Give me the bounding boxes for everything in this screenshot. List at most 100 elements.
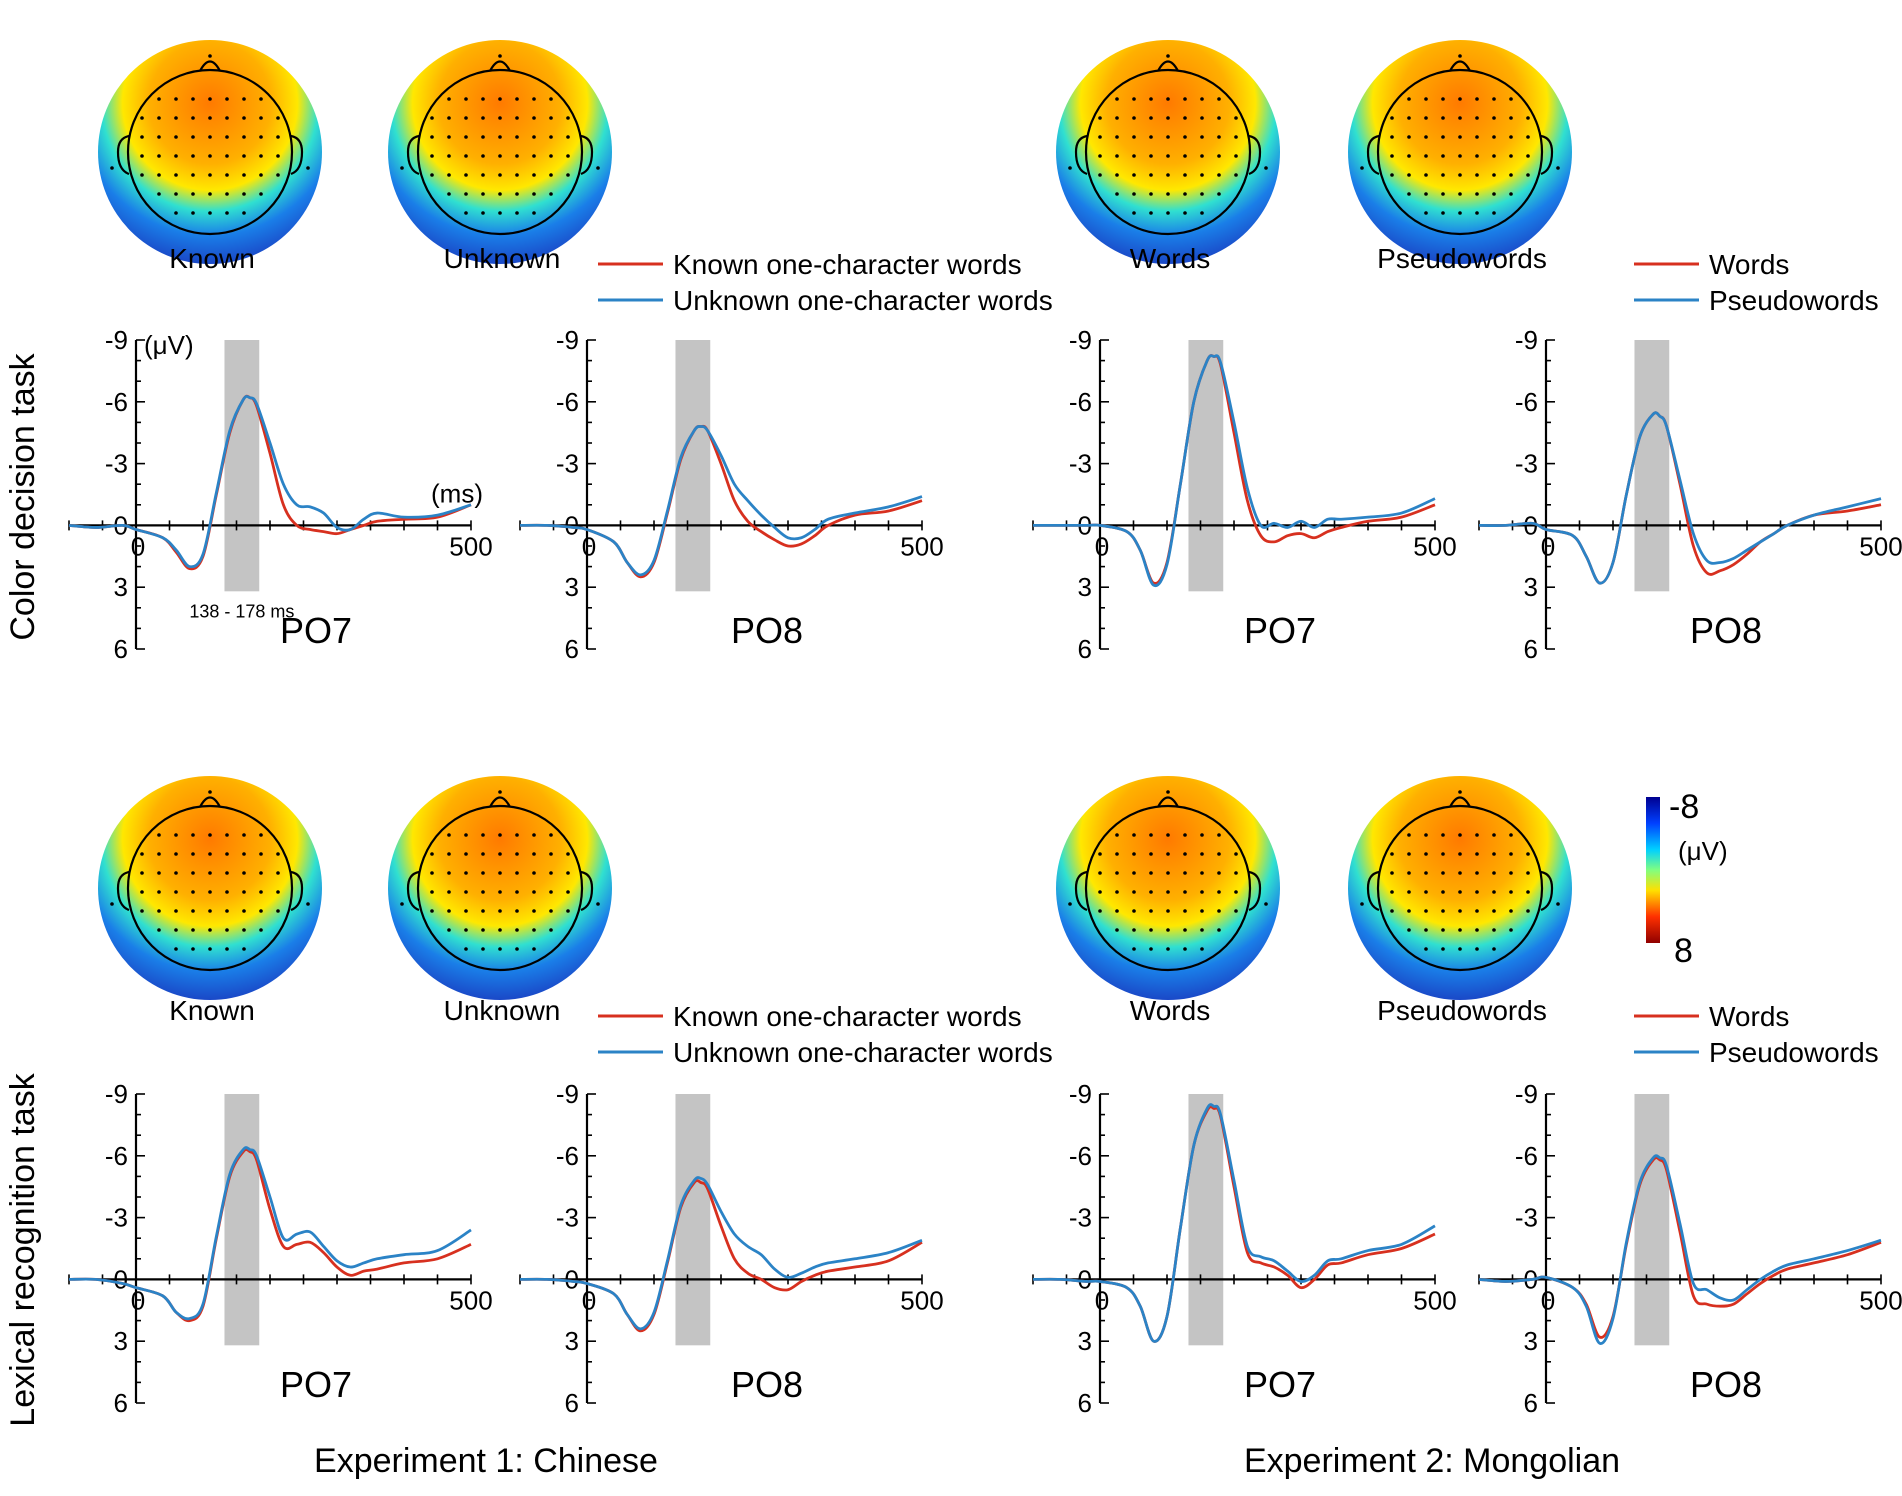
y-tick-label: -3 xyxy=(1515,1203,1538,1233)
electrode-dot xyxy=(481,154,485,158)
y-tick-label: -6 xyxy=(1515,387,1538,417)
y-tick-label: 6 xyxy=(1078,634,1092,664)
electrode-dot xyxy=(1234,135,1238,139)
y-tick-label: 0 xyxy=(1078,1264,1092,1294)
electrode-dot xyxy=(515,154,519,158)
channel-label: PO8 xyxy=(731,1364,803,1405)
electrode-dot xyxy=(1441,192,1445,196)
electrode-dot xyxy=(481,192,485,196)
electrode-dot xyxy=(430,135,434,139)
electrode-dot xyxy=(1509,909,1513,913)
y-tick-label: 3 xyxy=(1524,572,1538,602)
electrode-dot xyxy=(1149,154,1153,158)
electrode-dot xyxy=(157,833,161,837)
y-tick-label: -9 xyxy=(1069,325,1092,355)
electrode-dot xyxy=(515,135,519,139)
electrode-dot xyxy=(140,173,144,177)
electrode-dot xyxy=(1441,871,1445,875)
electrode-dot xyxy=(140,116,144,120)
electrode-dot xyxy=(515,871,519,875)
electrode-dot xyxy=(1407,97,1411,101)
electrode-dot xyxy=(532,909,536,913)
electrode-dot xyxy=(1183,909,1187,913)
electrode-dot xyxy=(1166,890,1170,894)
electrode-dot xyxy=(1458,154,1462,158)
left-ear-outline xyxy=(1074,134,1088,176)
electrode-dot xyxy=(1475,947,1479,951)
electrode-dot xyxy=(1458,135,1462,139)
x-tick-label: 500 xyxy=(449,1285,492,1315)
electrode-dot xyxy=(498,790,502,794)
left-ear-outline xyxy=(116,870,130,912)
y-tick-label: 6 xyxy=(565,634,579,664)
electrode-dot xyxy=(498,928,502,932)
colorbar-top-label: -8 xyxy=(1669,788,1699,826)
electrode-dot xyxy=(157,852,161,856)
right-ear-outline xyxy=(1248,870,1262,912)
electrode-dot xyxy=(532,890,536,894)
electrode-dot xyxy=(1149,852,1153,856)
electrode-dot xyxy=(1098,116,1102,120)
electrode-dot xyxy=(532,852,536,856)
electrode-dot xyxy=(515,909,519,913)
electrode-dot xyxy=(1390,890,1394,894)
electrode-dot xyxy=(1458,790,1462,794)
electrode-dot xyxy=(1217,135,1221,139)
electrode-dot xyxy=(430,154,434,158)
electrode-dot xyxy=(306,166,310,170)
electrode-dot xyxy=(208,135,212,139)
y-tick-label: -3 xyxy=(1515,449,1538,479)
electrode-dot xyxy=(1475,928,1479,932)
electrode-dot xyxy=(1166,947,1170,951)
electrode-dot xyxy=(532,211,536,215)
electrode-dot xyxy=(1132,833,1136,837)
erp-waveform-line xyxy=(1032,1105,1436,1343)
electrode-dot xyxy=(1115,135,1119,139)
electrode-dot xyxy=(1424,97,1428,101)
topomap-known-row1 xyxy=(98,40,322,264)
electrode-dot xyxy=(1200,192,1204,196)
electrode-dot xyxy=(1526,871,1530,875)
electrode-dot xyxy=(191,909,195,913)
electrode-dot xyxy=(566,909,570,913)
electrode-dot xyxy=(1115,890,1119,894)
y-tick-label: -6 xyxy=(105,1141,128,1171)
electrode-dot xyxy=(157,116,161,120)
electrode-dot xyxy=(515,833,519,837)
electrode-dot xyxy=(208,790,212,794)
x-tick-label: 500 xyxy=(900,1285,943,1315)
electrode-dot xyxy=(1458,173,1462,177)
electrode-dot xyxy=(140,852,144,856)
electrode-dot xyxy=(1200,909,1204,913)
electrode-dot xyxy=(157,173,161,177)
left-ear-outline xyxy=(406,134,420,176)
y-tick-label: 3 xyxy=(1524,1326,1538,1356)
electrode-dot xyxy=(1492,192,1496,196)
y-tick-label: 3 xyxy=(1078,572,1092,602)
y-tick-label: -3 xyxy=(105,1203,128,1233)
y-tick-label: 3 xyxy=(565,1326,579,1356)
electrode-dot xyxy=(498,173,502,177)
electrode-dot xyxy=(140,135,144,139)
electrode-dot xyxy=(174,211,178,215)
erp-waveform-line xyxy=(68,1148,472,1323)
amplitude-unit-label: (μV) xyxy=(144,330,194,360)
electrode-dot xyxy=(464,173,468,177)
electrode-dot xyxy=(208,97,212,101)
electrode-dot xyxy=(225,211,229,215)
electrode-dot xyxy=(191,154,195,158)
electrode-dot xyxy=(225,173,229,177)
electrode-dot xyxy=(1458,97,1462,101)
electrode-dot xyxy=(1234,890,1238,894)
electrode-dot xyxy=(481,833,485,837)
electrode-dot xyxy=(1234,871,1238,875)
electrode-dot xyxy=(1509,852,1513,856)
electrode-dot xyxy=(1132,116,1136,120)
electrode-dot xyxy=(1115,852,1119,856)
electrode-dot xyxy=(481,852,485,856)
electrode-dot xyxy=(1509,154,1513,158)
electrode-dot xyxy=(498,890,502,894)
electrode-dot xyxy=(1166,833,1170,837)
electrode-dot xyxy=(1424,947,1428,951)
